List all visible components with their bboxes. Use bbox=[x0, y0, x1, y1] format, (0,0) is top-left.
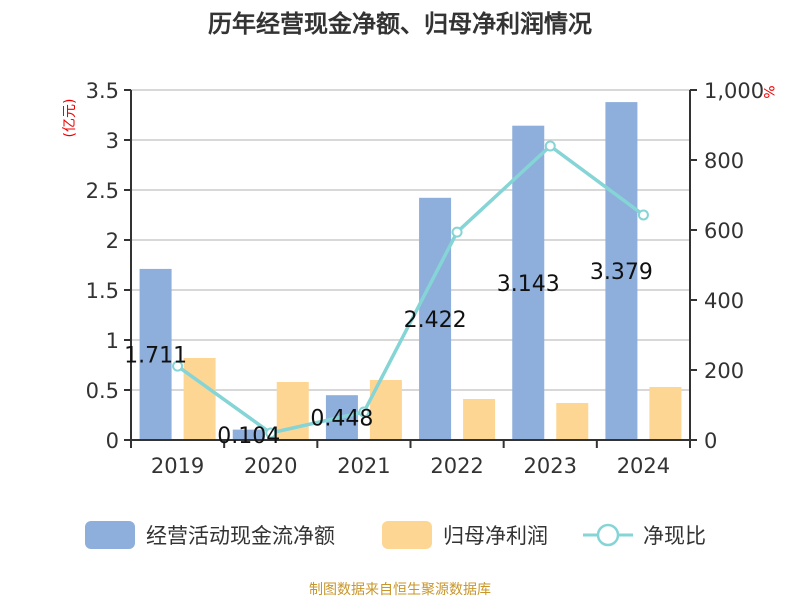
bar-net-profit bbox=[649, 387, 682, 440]
right-tick-label: 1,000 bbox=[704, 79, 764, 103]
left-tick-label: 1 bbox=[106, 329, 119, 353]
left-axis-label: (亿元) bbox=[62, 99, 78, 138]
left-tick-label: 3 bbox=[106, 129, 119, 153]
line-point bbox=[358, 406, 370, 418]
line-point bbox=[172, 360, 184, 372]
right-tick-label: 600 bbox=[704, 219, 744, 243]
legend-swatch-net-profit bbox=[382, 521, 432, 549]
x-tick-label: 2020 bbox=[244, 454, 297, 478]
bar-cashflow bbox=[139, 268, 172, 440]
bar-net-profit bbox=[463, 399, 496, 440]
legend-label-net-profit: 归母净利润 bbox=[443, 524, 548, 548]
bar-value-label: 3.379 bbox=[590, 260, 653, 285]
chart-title: 历年经营现金净额、归母净利润情况 bbox=[208, 10, 592, 38]
left-tick-label: 0.5 bbox=[86, 379, 119, 403]
x-tick-label: 2023 bbox=[524, 454, 577, 478]
left-tick-label: 2.5 bbox=[86, 179, 119, 203]
legend-marker-cash-ratio bbox=[596, 523, 620, 547]
left-tick-label: 1.5 bbox=[86, 279, 119, 303]
bar-value-label: 3.143 bbox=[497, 272, 560, 297]
bar-cashflow bbox=[605, 102, 638, 440]
bar-value-label: 1.711 bbox=[124, 343, 187, 368]
line-point bbox=[451, 226, 463, 238]
x-tick-label: 2019 bbox=[151, 454, 204, 478]
line-point bbox=[544, 140, 556, 152]
x-tick-label: 2024 bbox=[617, 454, 670, 478]
legend-label-cashflow: 经营活动现金流净额 bbox=[146, 524, 335, 548]
left-tick-label: 0 bbox=[106, 429, 119, 453]
right-tick-label: 400 bbox=[704, 289, 744, 313]
bar-net-profit bbox=[183, 358, 216, 440]
bar-value-label: 0.448 bbox=[310, 407, 373, 432]
right-axis-label: % bbox=[760, 85, 776, 98]
right-tick-label: 200 bbox=[704, 359, 744, 383]
x-tick-label: 2021 bbox=[337, 454, 390, 478]
bar-value-label: 0.104 bbox=[217, 424, 280, 449]
legend-swatch-cashflow bbox=[85, 521, 135, 549]
left-tick-label: 3.5 bbox=[86, 79, 119, 103]
bar-value-label: 2.422 bbox=[404, 308, 467, 333]
legend-label-cash-ratio: 净现比 bbox=[643, 524, 706, 548]
bar-cashflow bbox=[419, 197, 452, 440]
line-point bbox=[637, 209, 649, 221]
source-note: 制图数据来自恒生聚源数据库 bbox=[309, 582, 491, 598]
right-tick-label: 800 bbox=[704, 149, 744, 173]
right-tick-label: 0 bbox=[704, 429, 717, 453]
bar-net-profit bbox=[556, 403, 589, 440]
line-cash-ratio bbox=[176, 143, 645, 435]
x-tick-label: 2022 bbox=[430, 454, 483, 478]
bar-cashflow bbox=[232, 429, 265, 440]
left-tick-label: 2 bbox=[106, 229, 119, 253]
line-point bbox=[265, 427, 277, 439]
